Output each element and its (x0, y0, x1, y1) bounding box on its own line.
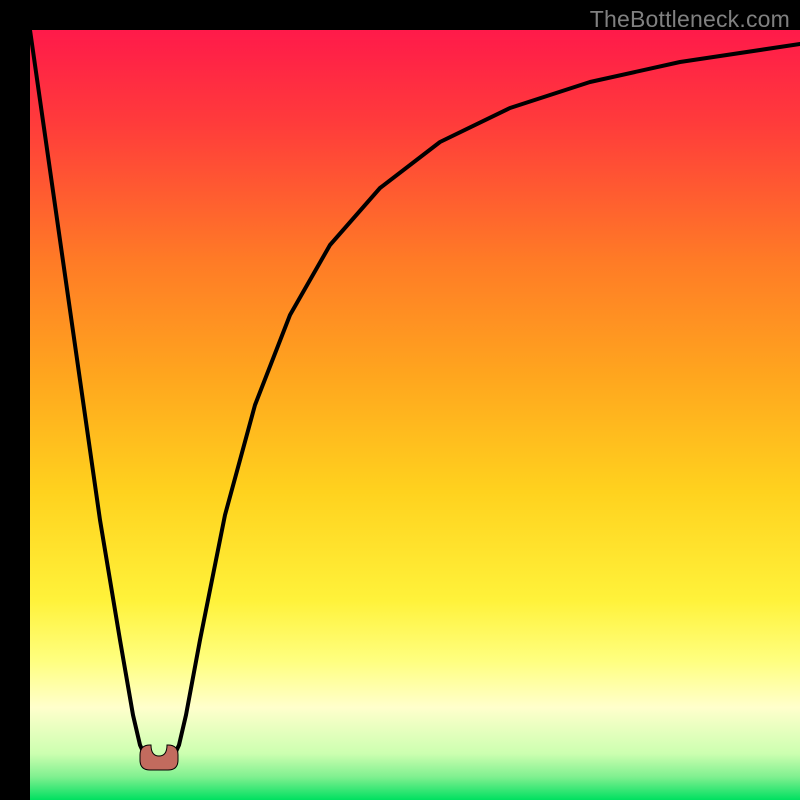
watermark-text: TheBottleneck.com (590, 6, 790, 33)
gradient-background (30, 30, 800, 800)
